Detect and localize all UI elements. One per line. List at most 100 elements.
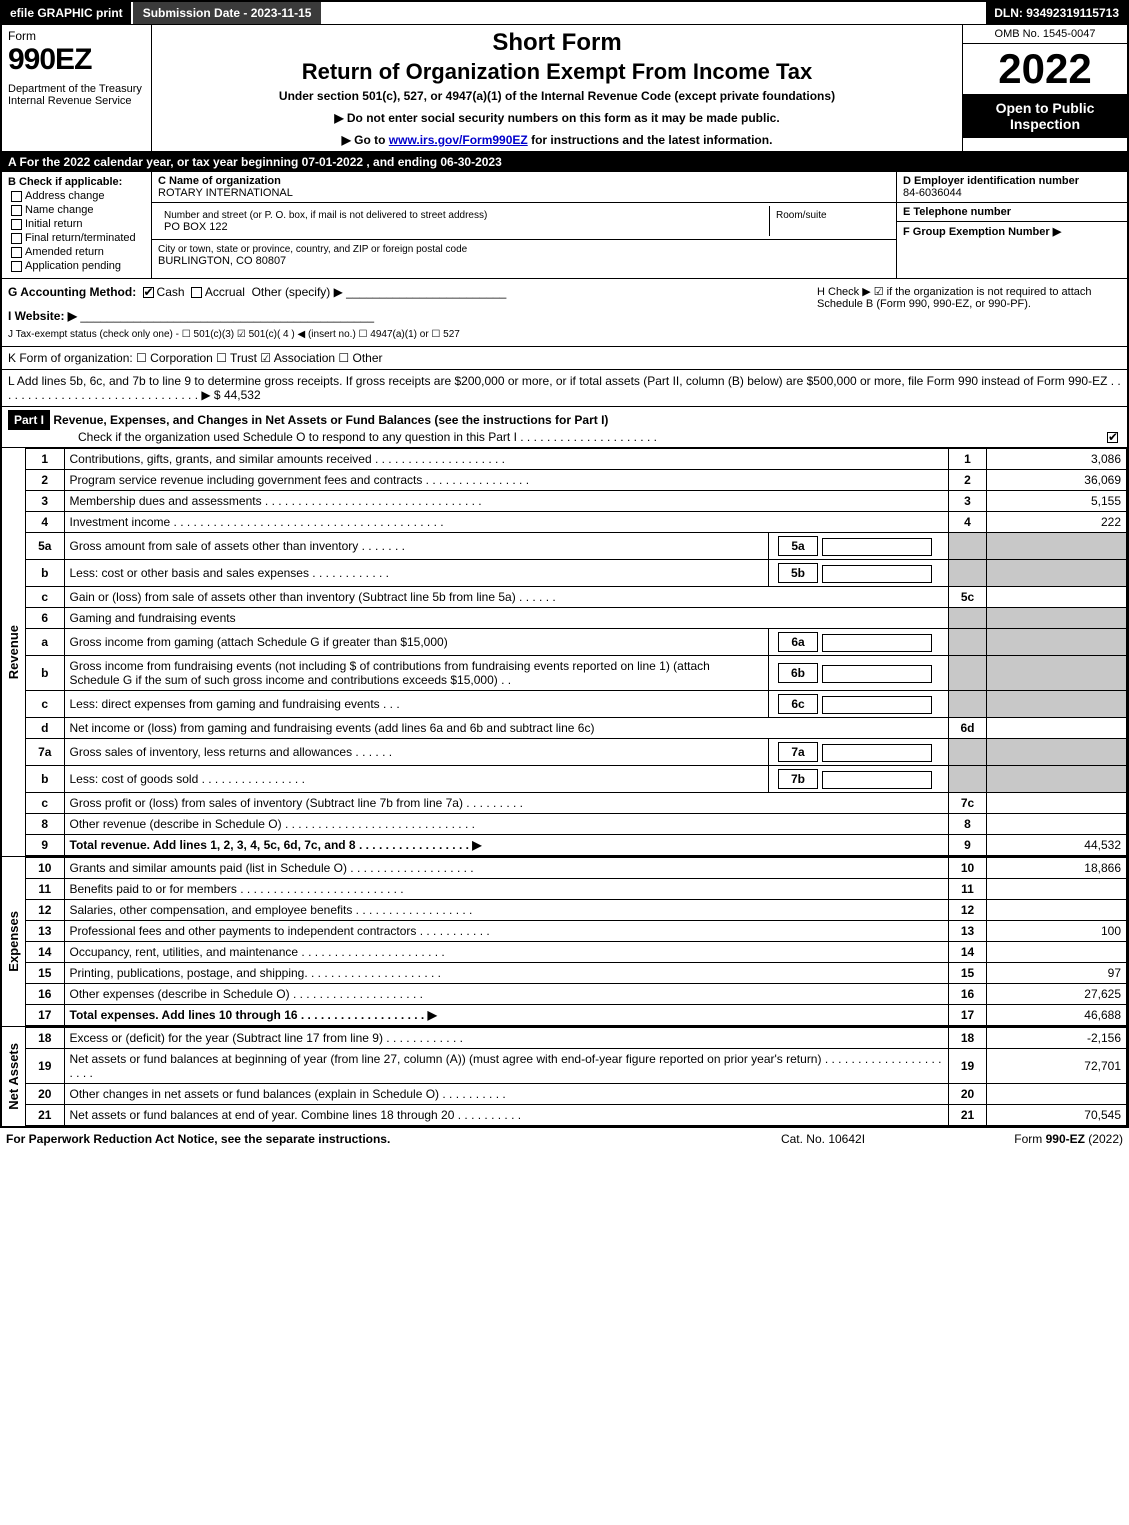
l-text: L Add lines 5b, 6c, and 7b to line 9 to … [8,374,1121,402]
j-tax-exempt: J Tax-exempt status (check only one) - ☐… [8,329,811,340]
g-accounting: G Accounting Method: Cash Accrual Other … [8,285,811,299]
b-heading: B Check if applicable: [8,176,145,188]
line-6b: bGross income from fundraising events (n… [26,656,1127,691]
in-6c: 6c [778,694,818,714]
netassets-table: 18Excess or (deficit) for the year (Subt… [26,1027,1127,1126]
in-5b: 5b [778,563,818,583]
line-5b: bLess: cost or other basis and sales exp… [26,560,1127,587]
instruction-2: ▶ Go to www.irs.gov/Form990EZ for instru… [160,133,954,147]
in-6a: 6a [778,632,818,652]
chk-name-change[interactable]: Name change [8,204,145,216]
line-11: 11Benefits paid to or for members . . . … [26,879,1127,900]
row-a-tax-year: A For the 2022 calendar year, or tax yea… [2,152,1127,172]
subtitle: Under section 501(c), 527, or 4947(a)(1)… [160,89,954,103]
col-b-checkboxes: B Check if applicable: Address change Na… [2,172,152,278]
g-other: Other (specify) ▶ [252,285,343,299]
part-i-schedule-o-chk[interactable] [1107,432,1118,443]
h-check: H Check ▶ ☑ if the organization is not r… [811,285,1121,340]
line-5a: 5aGross amount from sale of assets other… [26,533,1127,560]
open-to-public: Open to Public Inspection [963,94,1127,138]
in-6b: 6b [778,663,818,683]
g-accrual-chk[interactable] [191,287,202,298]
netassets-section: Net Assets 18Excess or (deficit) for the… [2,1027,1127,1126]
l-val: 44,532 [224,388,261,402]
part-i-badge: Part I [8,410,50,430]
department: Department of the Treasury Internal Reve… [8,83,145,107]
footer-right: Form 990-EZ (2022) [923,1132,1123,1146]
row-k: K Form of organization: ☐ Corporation ☐ … [2,347,1127,370]
revenue-section: Revenue 1Contributions, gifts, grants, a… [2,448,1127,857]
g-cash: Cash [157,285,185,299]
amt-5a[interactable] [822,538,932,556]
f-group-row: F Group Exemption Number ▶ [897,222,1127,241]
part-i-sub: Check if the organization used Schedule … [78,430,657,444]
revenue-table: 1Contributions, gifts, grants, and simil… [26,448,1127,856]
ghij-left: G Accounting Method: Cash Accrual Other … [8,285,811,340]
i-lbl: I Website: ▶ [8,309,77,323]
line-18: 18Excess or (deficit) for the year (Subt… [26,1028,1127,1049]
form-number: 990EZ [8,43,145,77]
line-6c: cLess: direct expenses from gaming and f… [26,691,1127,718]
irs-link[interactable]: www.irs.gov/Form990EZ [389,133,528,147]
chk-application-pending[interactable]: Application pending [8,260,145,272]
row-a-text: A For the 2022 calendar year, or tax yea… [8,155,502,169]
amt-5b[interactable] [822,565,932,583]
i-website: I Website: ▶ ___________________________… [8,309,811,323]
amt-6c[interactable] [822,696,932,714]
in-7b: 7b [778,769,818,789]
form-word: Form [8,29,145,43]
col-c-org: C Name of organization ROTARY INTERNATIO… [152,172,897,278]
revenue-vlabel-col: Revenue [2,448,26,856]
title-main: Return of Organization Exempt From Incom… [160,59,954,85]
tax-year: 2022 [963,44,1127,94]
org-address: PO BOX 122 [164,221,228,233]
c-address-row: Number and street (or P. O. box, if mail… [152,203,896,240]
line-7c: cGross profit or (loss) from sales of in… [26,793,1127,814]
line-14: 14Occupancy, rent, utilities, and mainte… [26,942,1127,963]
footer-right-pre: Form [1014,1132,1045,1146]
chk-amended-return[interactable]: Amended return [8,246,145,258]
e-phone-row: E Telephone number [897,203,1127,222]
omb-number: OMB No. 1545-0047 [963,25,1127,44]
line-13: 13Professional fees and other payments t… [26,921,1127,942]
expenses-vlabel: Expenses [4,911,23,972]
form-header: Form 990EZ Department of the Treasury In… [2,25,1127,152]
line-7a: 7aGross sales of inventory, less returns… [26,739,1127,766]
footer-right-post: (2022) [1085,1132,1123,1146]
netassets-vlabel: Net Assets [4,1043,23,1110]
org-name: ROTARY INTERNATIONAL [158,187,293,199]
amt-7b[interactable] [822,771,932,789]
instruction-1: ▶ Do not enter social security numbers o… [160,111,954,125]
chk-initial-return[interactable]: Initial return [8,218,145,230]
title-short-form: Short Form [160,29,954,57]
line-6d: dNet income or (loss) from gaming and fu… [26,718,1127,739]
amt-6b[interactable] [822,665,932,683]
line-5c: cGain or (loss) from sale of assets othe… [26,587,1127,608]
ein-value: 84-6036044 [903,187,962,199]
instruction-2-post: for instructions and the latest informat… [528,133,773,147]
room-lbl: Room/suite [776,210,827,221]
line-10: 10Grants and similar amounts paid (list … [26,858,1127,879]
header-left: Form 990EZ Department of the Treasury In… [2,25,152,151]
line-21: 21Net assets or fund balances at end of … [26,1105,1127,1126]
line-20: 20Other changes in net assets or fund ba… [26,1084,1127,1105]
g-lbl: G Accounting Method: [8,285,136,299]
header-right: OMB No. 1545-0047 2022 Open to Public In… [962,25,1127,151]
line-12: 12Salaries, other compensation, and empl… [26,900,1127,921]
top-bar: efile GRAPHIC print Submission Date - 20… [2,2,1127,25]
amt-6a[interactable] [822,634,932,652]
line-3: 3Membership dues and assessments . . . .… [26,491,1127,512]
d-lbl: D Employer identification number [903,175,1079,187]
chk-final-return[interactable]: Final return/terminated [8,232,145,244]
chk-address-change[interactable]: Address change [8,190,145,202]
line-8: 8Other revenue (describe in Schedule O) … [26,814,1127,835]
footer: For Paperwork Reduction Act Notice, see … [0,1128,1129,1150]
footer-right-bold: 990-EZ [1046,1132,1085,1146]
g-cash-chk[interactable] [143,287,154,298]
amt-7a[interactable] [822,744,932,762]
expenses-vlabel-col: Expenses [2,857,26,1026]
revenue-vlabel: Revenue [4,625,23,679]
line-6a: aGross income from gaming (attach Schedu… [26,629,1127,656]
in-5a: 5a [778,536,818,556]
efile-print-label[interactable]: efile GRAPHIC print [2,2,131,24]
